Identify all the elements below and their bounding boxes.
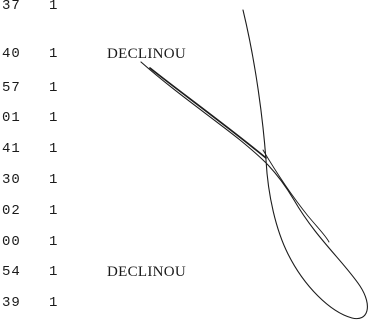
list-item: 37 1 (0, 0, 376, 20)
list-item: 00 1 (0, 232, 376, 252)
row-code: 39 (2, 295, 21, 311)
row-count: 1 (49, 172, 58, 188)
row-tag: DECLINOU (107, 46, 187, 62)
list-item: 39 1 (0, 293, 376, 313)
row-count: 1 (49, 264, 58, 280)
row-count: 1 (49, 295, 58, 311)
list-item: 30 1 (0, 170, 376, 190)
row-count: 1 (49, 0, 58, 14)
row-count: 1 (49, 80, 58, 96)
row-count: 1 (49, 234, 58, 250)
row-count: 1 (49, 46, 58, 62)
row-code: 00 (2, 234, 21, 250)
list-item: 41 1 (0, 139, 376, 159)
row-code: 01 (2, 110, 21, 126)
row-code: 30 (2, 172, 21, 188)
row-tag: DECLINOU (107, 264, 187, 280)
row-code: 02 (2, 203, 21, 219)
list-item: 01 1 (0, 108, 376, 128)
row-code: 54 (2, 264, 21, 280)
row-code: 37 (2, 0, 21, 14)
list-item: 40 1 DECLINOU (0, 44, 376, 64)
list-item: 02 1 (0, 201, 376, 221)
row-count: 1 (49, 203, 58, 219)
list-item: 54 1 DECLINOU (0, 262, 376, 282)
row-code: 40 (2, 46, 21, 62)
row-code: 57 (2, 80, 21, 96)
row-code: 41 (2, 141, 21, 157)
row-count: 1 (49, 110, 58, 126)
list-item: 57 1 (0, 78, 376, 98)
row-count: 1 (49, 141, 58, 157)
